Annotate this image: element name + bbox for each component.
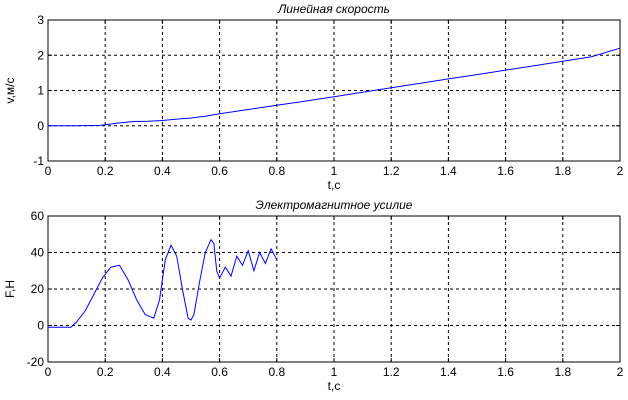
x-tick-label: 1.4 [440,365,457,379]
x-tick-label: 0.6 [211,365,228,379]
series-layer-force [48,238,278,328]
x-tick-label: 1.8 [554,365,571,379]
x-tick-label: 0.8 [268,164,285,178]
y-tick-label: -1 [33,154,44,168]
y-axis-label-speed: v,м/с [3,77,17,103]
y-tick-label: 20 [31,282,45,296]
x-tick-label: 2 [617,164,624,178]
x-tick-label: 0.2 [97,365,114,379]
y-tick-label: 2 [37,48,44,62]
series-layer-speed [48,47,621,127]
y-tick-label: 3 [37,13,44,27]
x-tick-label: 1.6 [497,164,514,178]
x-tick-label: 0 [45,164,52,178]
x-tick-label: 1 [331,164,338,178]
series-line [48,238,278,328]
x-tick-label: 2 [617,365,624,379]
chart-title-force: Электромагнитное усилие [256,198,413,212]
x-axis-label-force: t,c [328,379,341,393]
y-tick-label: 0 [37,119,44,133]
y-tick-label: -20 [27,355,45,369]
x-tick-label: 1.2 [383,164,400,178]
x-tick-label: 0.4 [154,164,171,178]
y-tick-label: 60 [31,209,45,223]
x-tick-label: 1.6 [497,365,514,379]
x-tick-label: 1.2 [383,365,400,379]
x-tick-label: 0.4 [154,365,171,379]
series-line [48,47,621,127]
y-axis-label-force: F,H [3,280,17,298]
grid-speed [48,20,620,161]
x-axis-label-speed: t,c [328,178,341,192]
x-tick-label: 1.4 [440,164,457,178]
x-tick-label: 0 [45,365,52,379]
x-tick-label: 0.2 [97,164,114,178]
y-tick-label: 1 [37,84,44,98]
x-tick-label: 0.6 [211,164,228,178]
x-tick-label: 1 [331,365,338,379]
x-tick-label: 0.8 [268,365,285,379]
chart-title-speed: Линейная скорость [277,2,390,16]
y-tick-label: 40 [31,246,45,260]
grid-force [48,216,620,362]
x-tick-label: 1.8 [554,164,571,178]
y-tick-label: 0 [37,319,44,333]
